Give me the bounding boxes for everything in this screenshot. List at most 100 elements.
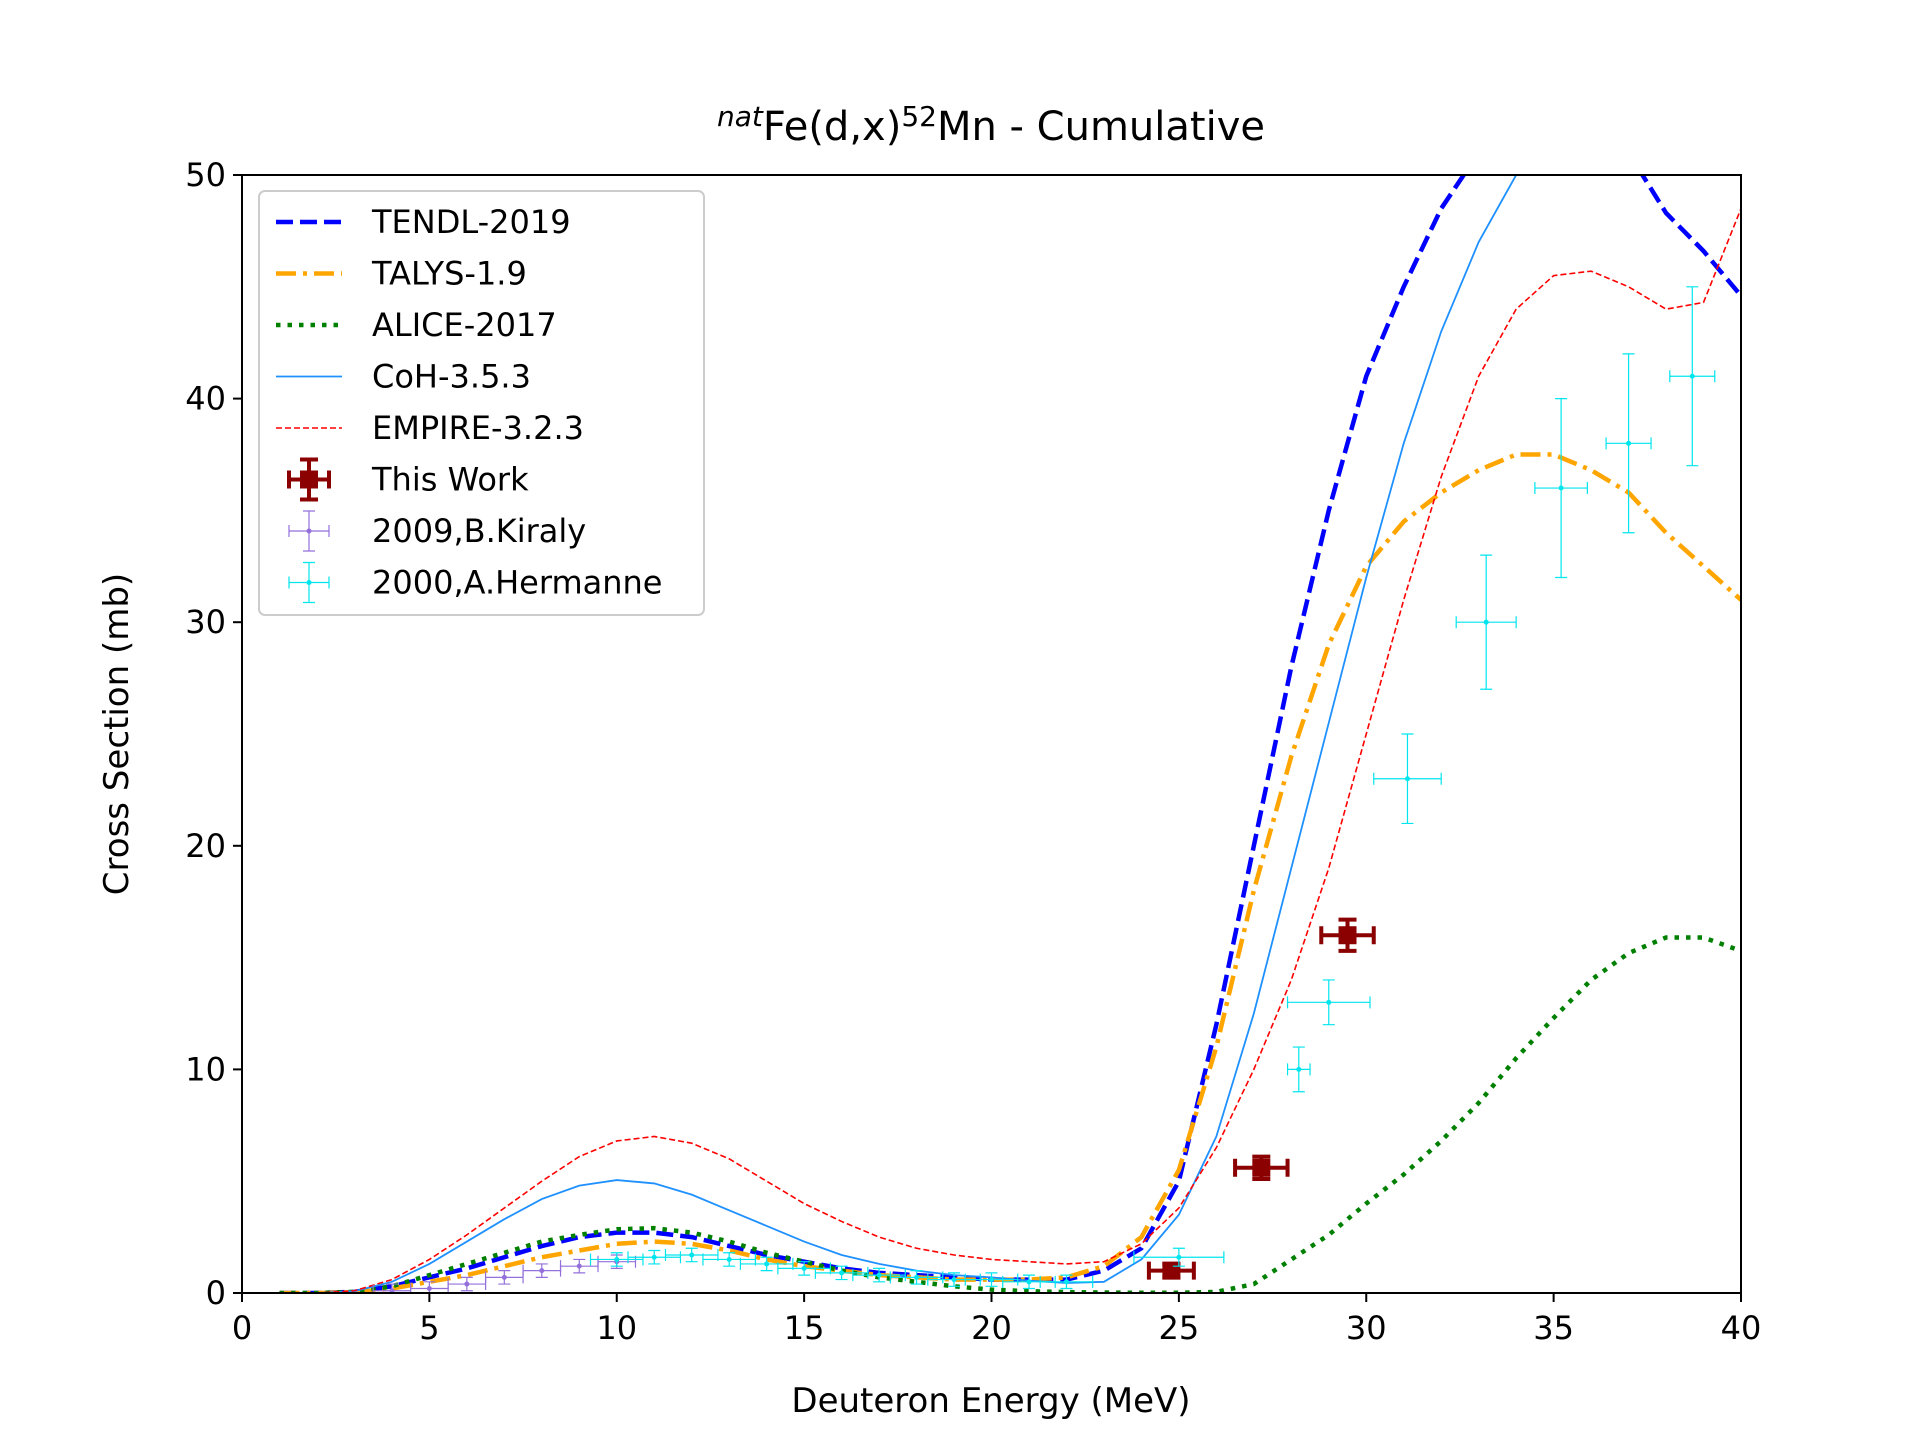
marker (914, 1274, 920, 1280)
x-tick-label: 25 (1159, 1309, 1200, 1347)
error-point (777, 1261, 831, 1276)
error-point (964, 1272, 1019, 1287)
error-point (484, 1270, 524, 1285)
marker (1026, 1279, 1032, 1285)
marker (539, 1268, 545, 1274)
marker (306, 528, 312, 534)
marker (306, 580, 312, 585)
legend-label: TENDL-2019 (371, 203, 571, 241)
error-point (1039, 1274, 1094, 1290)
y-tick-label: 20 (185, 827, 226, 865)
marker (1176, 1254, 1182, 1260)
y-tick-label: 40 (185, 380, 226, 418)
error-point (410, 1281, 449, 1293)
title-text: Mn - Cumulative (937, 104, 1265, 150)
legend-label: TALYS-1.9 (371, 255, 527, 293)
legend-label: This Work (371, 461, 529, 499)
error-point (1605, 353, 1652, 534)
marker (1558, 485, 1564, 491)
x-tick-label: 15 (784, 1309, 825, 1347)
marker (464, 1281, 470, 1287)
marker (426, 1286, 432, 1292)
error-point (1373, 733, 1442, 825)
y-axis-label: Cross Section (mb) (97, 573, 137, 895)
title-superscript: 52 (901, 100, 937, 133)
y-tick-label: 50 (185, 156, 226, 194)
error-point (739, 1256, 794, 1272)
error-point (287, 457, 331, 502)
error-point (1286, 979, 1371, 1026)
error-point (522, 1263, 562, 1278)
marker (764, 1261, 770, 1267)
marker (1626, 440, 1632, 446)
marker (1296, 1066, 1302, 1072)
error-point (889, 1270, 944, 1285)
marker (1483, 619, 1489, 625)
error-point (814, 1265, 869, 1281)
error-point (589, 1252, 644, 1267)
y-tick-label: 10 (185, 1050, 226, 1088)
error-point (627, 1249, 682, 1265)
plot-area (279, 175, 1741, 1293)
y-tick-label: 30 (185, 603, 226, 641)
error-point (1669, 286, 1716, 467)
legend-label: EMPIRE-3.2.3 (372, 409, 584, 447)
error-point (852, 1267, 906, 1283)
title-text: Fe(d,x) (763, 104, 901, 150)
series-line (279, 175, 1741, 1293)
error-point (288, 510, 330, 552)
marker (801, 1265, 807, 1271)
marker (951, 1277, 957, 1283)
x-tick-label: 30 (1346, 1309, 1387, 1347)
series-line (279, 935, 1741, 1293)
error-point (1455, 554, 1517, 690)
error-point (1146, 1261, 1196, 1280)
error-point (1319, 917, 1376, 953)
legend-box (258, 190, 705, 616)
marker (614, 1256, 620, 1262)
x-tick-label: 5 (419, 1309, 439, 1347)
legend-label: ALICE-2017 (372, 306, 557, 344)
marker (839, 1270, 845, 1276)
error-point (1286, 1046, 1311, 1093)
marker (300, 470, 318, 489)
legend: TENDL-2019 TALYS-1.9 ALICE-2017 CoH-3.5.3 EM… (258, 190, 705, 616)
marker (726, 1256, 732, 1262)
series-line (279, 208, 1741, 1293)
marker (989, 1277, 994, 1283)
marker (1404, 776, 1410, 782)
marker (651, 1254, 657, 1260)
x-tick-label: 0 (232, 1309, 252, 1347)
legend-label: 2000,A.Hermanne (372, 564, 662, 602)
marker (1689, 373, 1695, 379)
x-axis-label: Deuteron Energy (MeV) (791, 1381, 1190, 1421)
error-point (447, 1276, 487, 1292)
x-tick-label: 10 (596, 1309, 637, 1347)
y-tick-label: 0 (206, 1274, 226, 1312)
marker (501, 1274, 507, 1280)
error-point (1133, 1247, 1225, 1267)
marker (1162, 1261, 1181, 1280)
marker (1338, 926, 1357, 945)
marker (689, 1252, 695, 1258)
chart-title: natFe(d,x)52Mn - Cumulative (717, 100, 1265, 150)
error-point (1534, 398, 1588, 579)
marker (1326, 999, 1332, 1005)
error-point (1233, 1154, 1290, 1181)
title-superscript: nat (717, 100, 764, 133)
marker (389, 1288, 395, 1293)
legend-label: 2009,B.Kiraly (372, 512, 586, 550)
error-point (559, 1258, 599, 1274)
marker (876, 1272, 882, 1278)
legend-label: CoH-3.5.3 (372, 358, 531, 396)
error-point (288, 561, 330, 604)
marker (576, 1263, 582, 1269)
x-tick-label: 40 (1721, 1309, 1762, 1347)
marker (1063, 1279, 1069, 1285)
x-tick-label: 35 (1533, 1309, 1574, 1347)
x-tick-label: 20 (971, 1309, 1012, 1347)
error-point (702, 1252, 757, 1267)
marker (1252, 1158, 1271, 1177)
